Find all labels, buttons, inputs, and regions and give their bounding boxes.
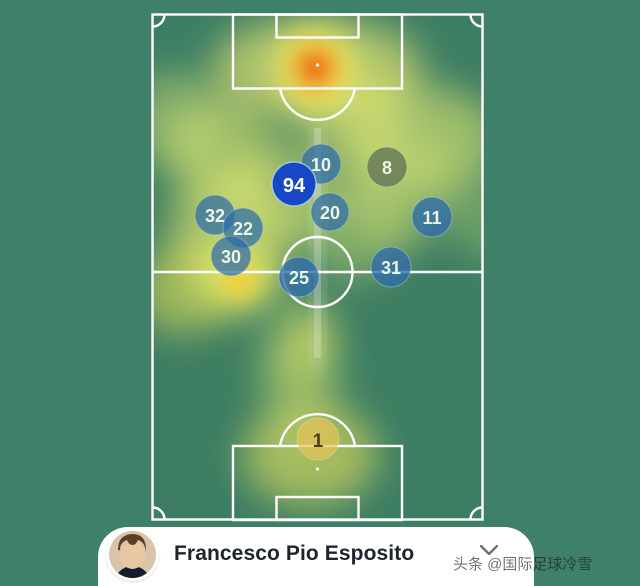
svg-text:1: 1 (313, 431, 324, 452)
svg-text:94: 94 (283, 175, 306, 197)
svg-text:30: 30 (221, 247, 241, 267)
svg-text:31: 31 (381, 258, 401, 278)
svg-text:22: 22 (233, 219, 253, 239)
svg-text:8: 8 (382, 158, 392, 178)
svg-text:32: 32 (205, 206, 225, 226)
svg-text:11: 11 (422, 208, 441, 228)
svg-text:25: 25 (289, 268, 309, 288)
svg-text:20: 20 (320, 203, 340, 223)
svg-text:10: 10 (311, 155, 331, 175)
